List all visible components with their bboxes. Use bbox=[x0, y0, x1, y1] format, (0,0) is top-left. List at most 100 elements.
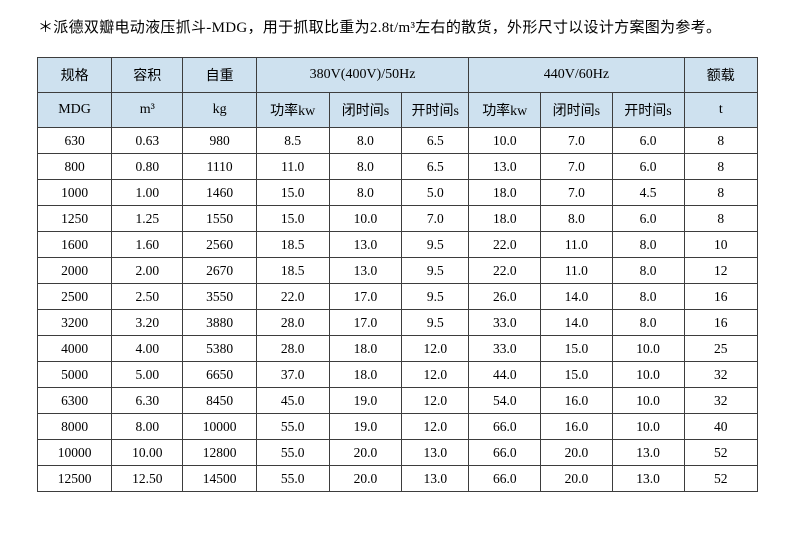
table-cell: 800 bbox=[36, 153, 113, 180]
subheader-power-380: 功率kw bbox=[255, 92, 330, 128]
table-row: 12500 12.50 14500 55.0 20.0 13.0 66.0 20.0 13.0 5… bbox=[36, 465, 759, 492]
table-cell: 12.0 bbox=[401, 335, 470, 362]
table-cell: 3880 bbox=[182, 309, 257, 336]
table-row: 2500 2.50 3550 22.0 17.0 9.5 26.0 14.0 8.0 16 bbox=[36, 283, 759, 310]
table-cell: 0.63 bbox=[111, 127, 184, 154]
table-row: 1000 1.00 1460 15.0 8.0 5.0 18.0 7.0 4.5 8 bbox=[36, 179, 759, 206]
subheader-power-440: 功率kw bbox=[468, 92, 542, 128]
table-cell: 18.0 bbox=[328, 361, 403, 388]
table-cell: 52 bbox=[683, 465, 759, 492]
table-cell: 13.0 bbox=[328, 257, 403, 284]
table-cell: 10000 bbox=[36, 439, 113, 466]
table-cell: 9.5 bbox=[401, 257, 470, 284]
table-cell: 22.0 bbox=[255, 283, 330, 310]
table-row: 6300 6.30 8450 45.0 19.0 12.0 54.0 16.0 10.0 32 bbox=[36, 387, 759, 414]
table-cell: 8.0 bbox=[611, 283, 685, 310]
subheader-t: t bbox=[683, 92, 759, 128]
table-cell: 44.0 bbox=[468, 361, 542, 388]
table-cell: 66.0 bbox=[468, 465, 542, 492]
table-cell: 12800 bbox=[182, 439, 257, 466]
table-cell: 55.0 bbox=[255, 439, 330, 466]
table-cell: 20.0 bbox=[328, 439, 403, 466]
table-cell: 16.0 bbox=[540, 387, 613, 414]
table-cell: 6.0 bbox=[611, 127, 685, 154]
table-cell: 22.0 bbox=[468, 257, 542, 284]
table-cell: 16 bbox=[683, 309, 759, 336]
header-group-row: 规格 容积 自重 380V(400V)/50Hz 440V/60Hz 额载 bbox=[36, 57, 759, 93]
table-cell: 10.0 bbox=[328, 205, 403, 232]
table-cell: 19.0 bbox=[328, 387, 403, 414]
table-cell: 8000 bbox=[36, 413, 113, 440]
table-cell: 28.0 bbox=[255, 335, 330, 362]
table-cell: 12.0 bbox=[401, 387, 470, 414]
table-row: 10000 10.00 12800 55.0 20.0 13.0 66.0 20.0 13.0 5… bbox=[36, 439, 759, 466]
subheader-mdg: MDG bbox=[36, 92, 113, 128]
table-cell: 10.0 bbox=[611, 335, 685, 362]
table-cell: 4.5 bbox=[611, 179, 685, 206]
table-cell: 2.50 bbox=[111, 283, 184, 310]
header-unit-row: MDG m³ kg 功率kw 闭时间s 开时间s 功率kw 闭时间s 开时间s … bbox=[36, 92, 759, 128]
table-cell: 66.0 bbox=[468, 439, 542, 466]
page-title: ＊派德双瓣电动液压抓斗-MDG，用于抓取比重为2.8t/m³左右的散货，外形尺寸… bbox=[38, 20, 722, 36]
table-cell: 15.0 bbox=[540, 361, 613, 388]
header-spec: 规格 bbox=[36, 57, 113, 93]
table-cell: 8 bbox=[683, 153, 759, 180]
table-cell: 8.0 bbox=[611, 257, 685, 284]
table-cell: 8 bbox=[683, 179, 759, 206]
table-cell: 630 bbox=[36, 127, 113, 154]
table-cell: 2560 bbox=[182, 231, 257, 258]
table-cell: 13.0 bbox=[328, 231, 403, 258]
header-deadweight: 自重 bbox=[182, 57, 257, 93]
table-cell: 4.00 bbox=[111, 335, 184, 362]
table-row: 8000 8.00 10000 55.0 19.0 12.0 66.0 16.0 10.0 40 bbox=[36, 413, 759, 440]
table-cell: 26.0 bbox=[468, 283, 542, 310]
table-cell: 10.0 bbox=[611, 361, 685, 388]
table-row: 2000 2.00 2670 18.5 13.0 9.5 22.0 11.0 8.0 12 bbox=[36, 257, 759, 284]
table-cell: 17.0 bbox=[328, 283, 403, 310]
table-cell: 17.0 bbox=[328, 309, 403, 336]
table-body: 630 0.63 980 8.5 8.0 6.5 10.0 7.0 6.0 8 800 0.80 111… bbox=[36, 127, 759, 492]
table-cell: 11.0 bbox=[540, 257, 613, 284]
table-cell: 12.50 bbox=[111, 465, 184, 492]
table-row: 630 0.63 980 8.5 8.0 6.5 10.0 7.0 6.0 8 bbox=[36, 127, 759, 154]
table-cell: 6.30 bbox=[111, 387, 184, 414]
table-cell: 8.0 bbox=[611, 231, 685, 258]
table-cell: 980 bbox=[182, 127, 257, 154]
header-380v-group: 380V(400V)/50Hz bbox=[255, 57, 470, 93]
table-cell: 14.0 bbox=[540, 309, 613, 336]
table-cell: 14.0 bbox=[540, 283, 613, 310]
table-cell: 1550 bbox=[182, 205, 257, 232]
table-cell: 4000 bbox=[36, 335, 113, 362]
subheader-open-time-380: 开时间s bbox=[401, 92, 470, 128]
table-cell: 12.0 bbox=[401, 361, 470, 388]
table-cell: 8.5 bbox=[255, 127, 330, 154]
table-cell: 20.0 bbox=[328, 465, 403, 492]
table-cell: 0.80 bbox=[111, 153, 184, 180]
table-cell: 32 bbox=[683, 361, 759, 388]
table-cell: 6.5 bbox=[401, 127, 470, 154]
table-cell: 1.60 bbox=[111, 231, 184, 258]
header-volume: 容积 bbox=[111, 57, 184, 93]
table-cell: 6300 bbox=[36, 387, 113, 414]
subheader-m3: m³ bbox=[111, 92, 184, 128]
table-cell: 55.0 bbox=[255, 413, 330, 440]
table-cell: 7.0 bbox=[540, 127, 613, 154]
table-row: 5000 5.00 6650 37.0 18.0 12.0 44.0 15.0 10.0 32 bbox=[36, 361, 759, 388]
table-cell: 5380 bbox=[182, 335, 257, 362]
table-cell: 3.20 bbox=[111, 309, 184, 336]
table-cell: 16.0 bbox=[540, 413, 613, 440]
subheader-kg: kg bbox=[182, 92, 257, 128]
table-cell: 8.0 bbox=[540, 205, 613, 232]
table-cell: 3200 bbox=[36, 309, 113, 336]
table-cell: 9.5 bbox=[401, 231, 470, 258]
table-cell: 15.0 bbox=[255, 179, 330, 206]
table-cell: 32 bbox=[683, 387, 759, 414]
table-cell: 1600 bbox=[36, 231, 113, 258]
table-cell: 54.0 bbox=[468, 387, 542, 414]
table-cell: 8 bbox=[683, 205, 759, 232]
table-cell: 22.0 bbox=[468, 231, 542, 258]
table-cell: 6.0 bbox=[611, 153, 685, 180]
table-cell: 52 bbox=[683, 439, 759, 466]
table-cell: 12.0 bbox=[401, 413, 470, 440]
